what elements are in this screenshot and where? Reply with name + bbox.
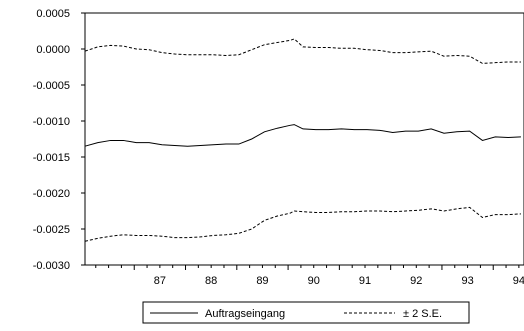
y-axis-ticks: 0.0005 0.0000 -0.0005 -0.0010 -0.0015 -0.0020… [33,8,85,272]
y-tick-label: 0.0005 [36,8,70,20]
y-tick-label: -0.0015 [33,152,70,164]
legend: Auftragseingang ± 2 S.E. [142,301,470,324]
y-tick-label: 0.0000 [36,44,70,56]
y-tick-label: -0.0030 [33,260,70,272]
y-tick-label: -0.0025 [33,224,70,236]
plot-frame [84,12,524,266]
legend-label-se: ± 2 S.E. [403,308,442,320]
x-tick-label: 93 [461,275,473,287]
series-layer [84,38,521,242]
y-tick-label: -0.0005 [33,80,70,92]
series-line-lower-se-band [84,206,521,242]
legend-box [142,301,470,324]
x-tick-label: 90 [308,275,320,287]
x-tick-label: 94 [513,275,524,287]
x-tick-label: 88 [205,275,217,287]
series-line-auftragseingang [84,124,521,147]
x-axis-ticks: 87 88 89 90 91 92 93 94 [95,265,524,287]
x-tick-label: 89 [256,275,268,287]
legend-label-auftragseingang: Auftragseingang [205,308,285,320]
y-tick-label: -0.0010 [33,116,70,128]
series-line-upper-se-band [84,38,521,64]
x-tick-label: 92 [410,275,422,287]
x-tick-label: 87 [154,275,166,287]
x-tick-label: 91 [359,275,371,287]
y-tick-label: -0.0020 [33,188,70,200]
